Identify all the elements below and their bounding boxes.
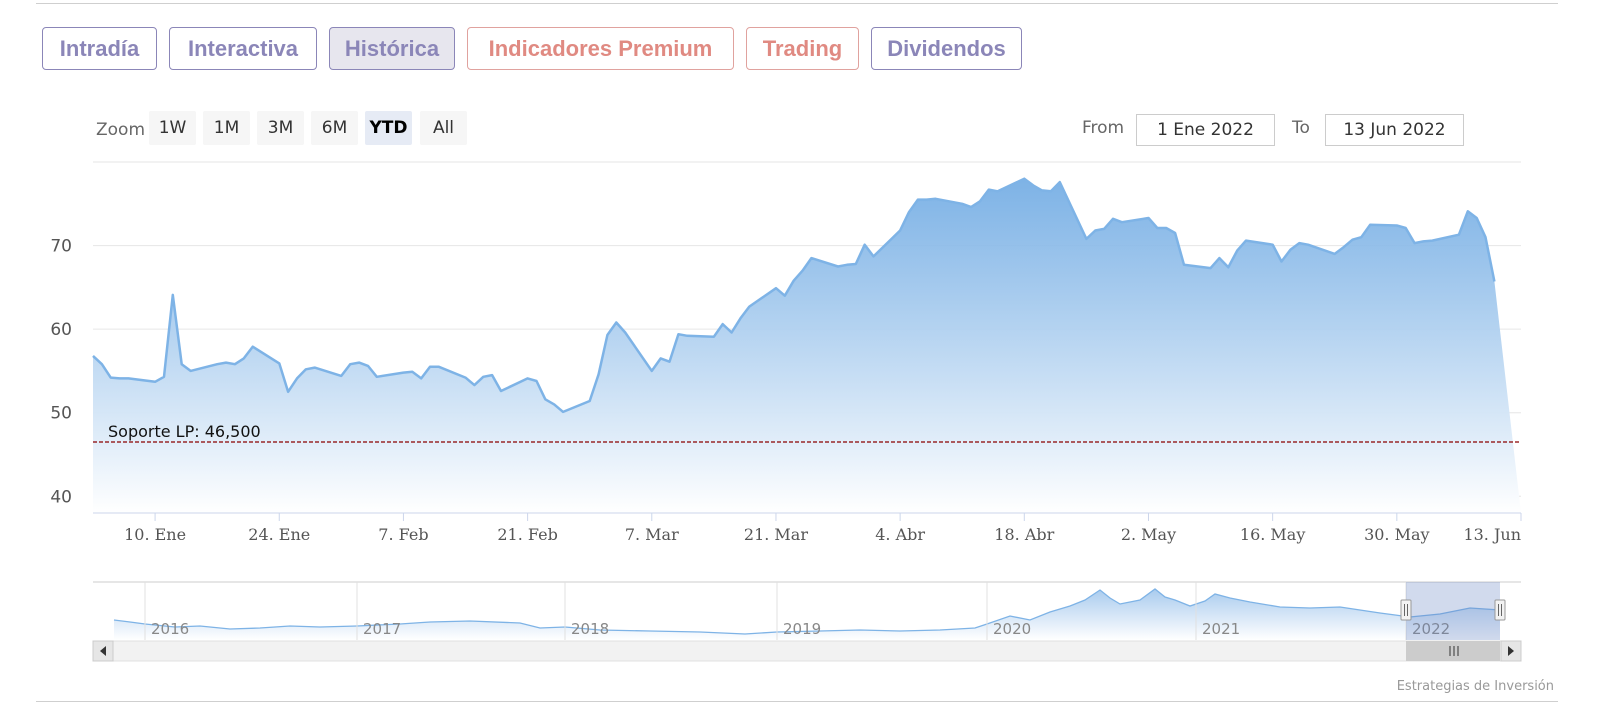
- tab-interactiva[interactable]: Interactiva: [169, 27, 317, 70]
- from-date-input[interactable]: 1 Ene 2022: [1136, 114, 1275, 146]
- x-tick-label: 13. Jun: [1463, 525, 1521, 544]
- x-tick-label: 21. Mar: [744, 525, 808, 544]
- bottom-divider: [36, 701, 1558, 702]
- scrollbar-thumb[interactable]: [1406, 641, 1500, 661]
- zoom-6m-button[interactable]: 6M: [311, 111, 358, 145]
- x-tick-label: 18. Abr: [994, 525, 1054, 544]
- navigator-area: [114, 589, 1500, 640]
- zoom-label: Zoom: [96, 120, 146, 140]
- y-tick-label: 50: [50, 404, 72, 424]
- zoom-1m-button[interactable]: 1M: [203, 111, 250, 145]
- zoom-ytd-button[interactable]: YTD: [365, 111, 412, 145]
- x-tick-label: 7. Mar: [625, 525, 679, 544]
- to-label: To: [1292, 118, 1310, 138]
- x-tick-label: 21. Feb: [497, 525, 557, 544]
- zoom-3m-button[interactable]: 3M: [257, 111, 304, 145]
- x-tick-label: 10. Ene: [124, 525, 186, 544]
- y-tick-label: 40: [50, 487, 72, 507]
- x-tick-label: 7. Feb: [378, 525, 428, 544]
- arrow-right-icon: [1508, 646, 1514, 656]
- navigator-line: [113, 588, 1501, 635]
- y-tick-label: 60: [50, 320, 72, 340]
- navigator-year-label: 2016: [151, 620, 189, 638]
- x-tick-label: 2. May: [1121, 525, 1176, 544]
- x-tick-label: 4. Abr: [875, 525, 925, 544]
- scrollbar-track[interactable]: [92, 640, 1522, 662]
- navigator-year-label: 2019: [783, 620, 821, 638]
- series-area: [93, 178, 1521, 513]
- navigator-year-label: 2018: [571, 620, 609, 638]
- y-tick-label: 70: [50, 237, 72, 257]
- from-label: From: [1082, 118, 1125, 138]
- tab-intradía[interactable]: Intradía: [42, 27, 157, 70]
- navigator-left-handle[interactable]: [1400, 599, 1412, 621]
- navigator-right-handle[interactable]: [1494, 599, 1506, 621]
- credits-link[interactable]: Estrategias de Inversión: [1396, 679, 1554, 694]
- x-tick-label: 24. Ene: [248, 525, 310, 544]
- arrow-left-icon: [100, 646, 106, 656]
- navigator-year-label: 2022: [1412, 620, 1450, 638]
- navigator-selection[interactable]: [1406, 582, 1500, 640]
- tab-trading[interactable]: Trading: [746, 27, 859, 70]
- navigator-year-label: 2020: [993, 620, 1031, 638]
- chart-tabs: Intradía Interactiva Histórica Indicadores …: [42, 27, 1034, 70]
- x-tick-label: 30. May: [1364, 525, 1430, 544]
- tab-histórica[interactable]: Histórica: [329, 27, 455, 70]
- series-line: [92, 177, 1496, 414]
- support-label: Soporte LP: 46,500: [108, 422, 261, 441]
- x-tick-label: 16. May: [1240, 525, 1306, 544]
- tab-indicadores-premium[interactable]: Indicadores Premium: [467, 27, 734, 70]
- zoom-all-button[interactable]: All: [420, 111, 467, 145]
- tab-dividendos[interactable]: Dividendos: [871, 27, 1022, 70]
- top-divider: [36, 3, 1558, 4]
- navigator-year-label: 2021: [1202, 620, 1240, 638]
- navigator-year-label: 2017: [363, 620, 401, 638]
- zoom-1w-button[interactable]: 1W: [149, 111, 196, 145]
- to-date-input[interactable]: 13 Jun 2022: [1325, 114, 1464, 146]
